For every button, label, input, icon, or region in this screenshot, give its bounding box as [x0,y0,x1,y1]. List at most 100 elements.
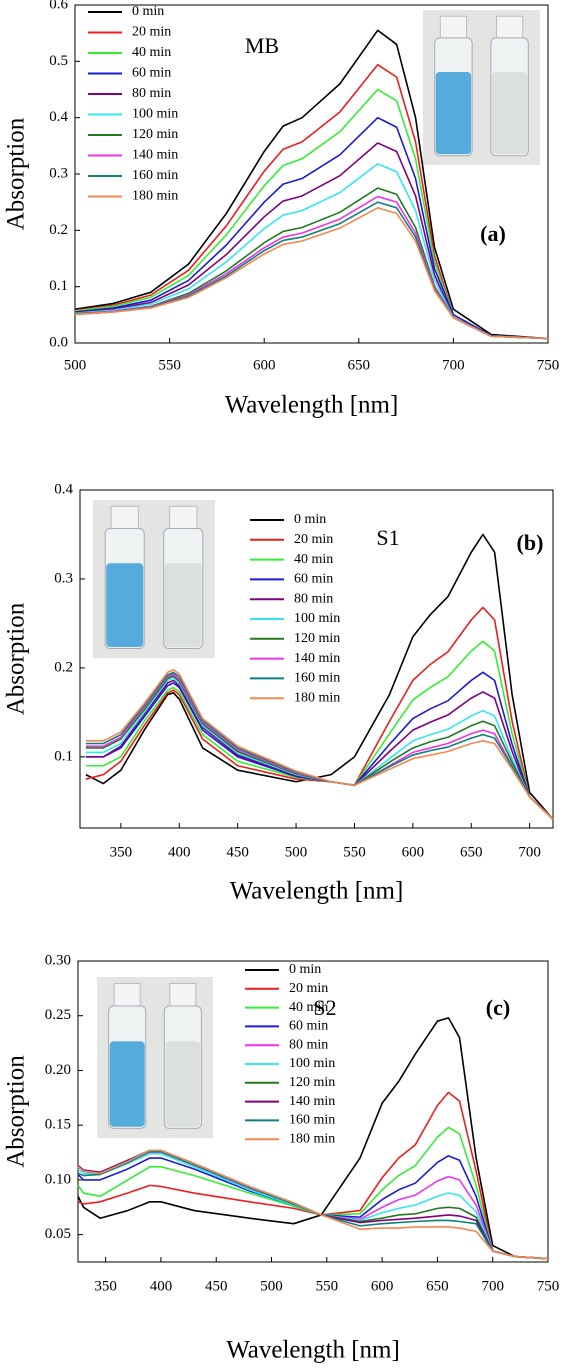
data-line [77,1155,549,1260]
vial-liquid [164,563,202,647]
y-tick-label: 0.05 [45,1226,71,1242]
legend-label: 100 min [289,1056,335,1071]
data-line [74,88,549,340]
x-tick-label: 600 [402,844,425,860]
y-tick-label: 0.1 [54,748,73,764]
legend-label: 120 min [289,1075,335,1090]
y-axis-label: Absorption [3,117,30,230]
y-tick-label: 0.1 [49,278,68,294]
legend-label: 180 min [289,1131,335,1146]
data-line [74,29,549,340]
x-axis-label: Wavelength [nm] [226,1337,400,1364]
vial-cap [169,982,197,1007]
legend-label: 160 min [289,1113,335,1128]
legend-label: 140 min [132,148,178,163]
vial-cap [110,505,139,529]
data-line [74,63,549,340]
x-tick-label: 350 [94,1278,117,1294]
x-tick-label: 500 [64,357,87,373]
x-axis-label: Wavelength [nm] [230,878,404,905]
x-tick-label: 550 [158,357,181,373]
legend-label: 60 min [289,1019,328,1034]
legend-label: 100 min [132,107,178,122]
y-tick-label: 0.3 [49,165,68,181]
data-line [77,1150,549,1260]
data-line [74,201,549,340]
x-tick-label: 700 [518,844,541,860]
vial-cap [113,982,141,1007]
legend-label: 120 min [132,127,178,142]
y-tick-label: 0.20 [45,1062,71,1078]
vial-cap [439,15,468,39]
y-tick-label: 0.15 [45,1117,71,1133]
legend-label: 0 min [289,962,321,977]
legend-label: 140 min [294,651,340,666]
x-tick-label: 750 [537,1278,560,1294]
x-tick-label: 350 [110,844,133,860]
x-tick-label: 400 [168,844,191,860]
vial-liquid [165,1041,201,1127]
x-axis-label: Wavelength [nm] [225,392,399,419]
data-line [74,116,549,340]
data-line [74,163,549,340]
legend-label: 0 min [294,512,326,527]
y-tick-label: 0.25 [45,1007,71,1023]
vial-cap [495,15,524,39]
y-tick-label: 0.5 [49,53,68,69]
legend-label: 40 min [132,45,171,60]
legend-label: 40 min [289,1000,328,1015]
y-tick-label: 0.0 [49,334,68,350]
vial-cap [169,505,198,529]
x-tick-label: 700 [442,357,465,373]
vial-liquid [106,563,144,647]
legend-label: 180 min [132,189,178,204]
data-line [74,207,549,340]
x-tick-label: 600 [371,1278,394,1294]
x-tick-label: 650 [426,1278,449,1294]
panel-label: (a) [480,221,506,246]
legend-label: 40 min [294,552,333,567]
legend-label: 100 min [294,611,340,626]
legend-label: 60 min [294,572,333,587]
y-axis-label: Absorption [3,602,30,715]
data-line [77,1017,549,1260]
x-tick-label: 550 [316,1278,339,1294]
x-tick-label: 450 [226,844,249,860]
vial-liquid [435,72,472,155]
plot-frame [77,960,549,1263]
data-line [77,1149,549,1260]
data-line [77,1091,549,1260]
x-tick-label: 500 [285,844,308,860]
legend-label: 80 min [294,591,333,606]
data-line [74,195,549,340]
chart-title: MB [245,33,279,58]
x-tick-label: 550 [343,844,366,860]
legend-label: 180 min [294,690,340,705]
legend-label: 160 min [294,671,340,686]
vial-liquid [109,1041,145,1127]
y-tick-label: 0.3 [54,570,73,586]
legend-label: 20 min [294,532,333,547]
y-tick-label: 0.10 [45,1171,71,1187]
legend-label: 20 min [132,25,171,40]
y-tick-label: 0.4 [54,481,73,497]
data-line [74,142,549,340]
panel-label: (c) [486,995,510,1020]
legend-label: 140 min [289,1094,335,1109]
chart-title: S1 [376,525,399,550]
y-tick-label: 0.4 [49,109,68,125]
y-tick-label: 0.2 [49,222,68,238]
y-tick-label: 0.6 [49,0,68,12]
chart-title: S2 [313,995,336,1020]
data-line [85,668,554,820]
x-tick-label: 400 [150,1278,173,1294]
data-line [77,1152,549,1260]
x-tick-label: 500 [260,1278,283,1294]
x-tick-label: 750 [537,357,560,373]
plot-frame [79,489,554,829]
panel-label: (b) [517,530,544,555]
data-line [85,533,554,820]
legend-label: 120 min [294,631,340,646]
vial-liquid [491,72,528,155]
